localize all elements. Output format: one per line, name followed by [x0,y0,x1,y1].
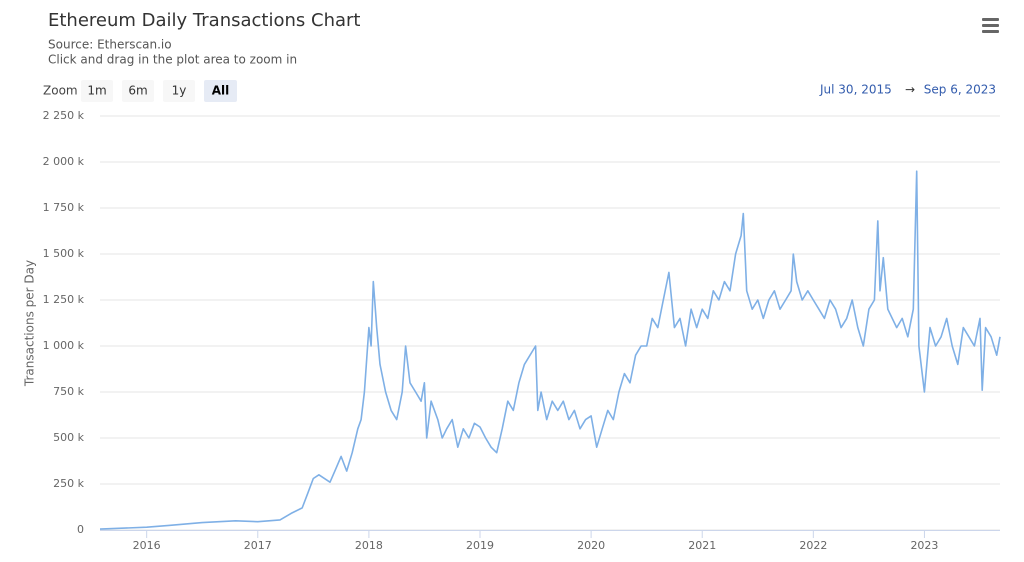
zoom-button-label[interactable]: 1y [172,84,187,98]
zoom-button-label[interactable]: All [212,84,230,98]
zoom-button[interactable] [163,80,195,102]
y-tick-label: 750 k [53,385,84,398]
zoom-label: Zoom [43,84,78,98]
subtitle: Click and drag in the plot area to zoom … [48,53,297,67]
x-tick-label: 2021 [688,539,716,552]
y-axis-title: Transactions per Day [23,260,37,387]
menu-button[interactable] [982,18,999,33]
zoom-button[interactable] [81,80,113,102]
y-tick-label: 1 500 k [43,247,85,260]
chart-title: Ethereum Daily Transactions Chart [48,10,360,31]
x-tick-label: 2022 [799,539,827,552]
zoom-button[interactable] [122,80,154,102]
y-tick-label: 2 250 k [43,109,85,122]
x-tick-label: 2016 [133,539,161,552]
x-tick-label: 2018 [355,539,383,552]
series-line [99,170,1001,530]
x-tick-label: 2023 [910,539,938,552]
x-tick-label: 2017 [244,539,272,552]
range-arrow: → [905,83,915,97]
y-tick-label: 2 000 k [43,155,85,168]
y-tick-label: 1 750 k [43,201,85,214]
subtitle: Source: Etherscan.io [48,38,172,52]
y-tick-label: 1 000 k [43,339,85,352]
y-tick-label: 0 [77,523,84,536]
y-tick-label: 1 250 k [43,293,85,306]
y-tick-label: 500 k [53,431,84,444]
zoom-button[interactable] [204,80,237,102]
x-tick-label: 2019 [466,539,494,552]
zoom-button-label[interactable]: 6m [128,84,147,98]
range-to: Sep 6, 2023 [924,83,996,97]
zoom-button-label[interactable]: 1m [87,84,106,98]
range-from: Jul 30, 2015 [819,83,892,97]
y-tick-label: 250 k [53,477,84,490]
x-tick-label: 2020 [577,539,605,552]
